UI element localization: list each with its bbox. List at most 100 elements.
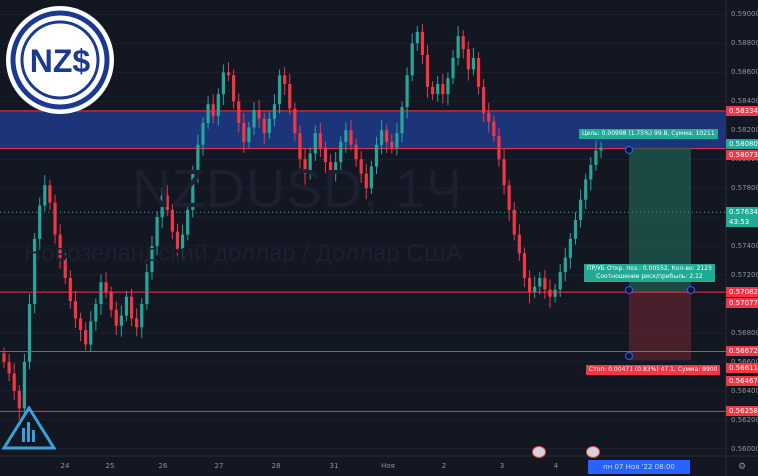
candle-body xyxy=(400,107,404,134)
candle-body xyxy=(232,75,236,102)
candle-body xyxy=(553,289,557,297)
candle-body xyxy=(99,282,103,304)
time-axis-label: Ноя xyxy=(381,462,395,470)
candle-body xyxy=(84,330,88,345)
target-info-box: Цель: 0.00998 (1.75%) 99.8, Сумма: 10211 xyxy=(579,129,718,139)
candle-body xyxy=(339,141,343,163)
position-info-line1: ПР/УБ Откр. поз.: 0.00552, Кол-во: 2123 xyxy=(587,265,712,272)
candle-body xyxy=(129,296,134,319)
candle-body xyxy=(252,110,256,128)
time-axis-label: 3 xyxy=(499,462,505,470)
price-tag: 43:53 xyxy=(726,217,758,228)
candle-body xyxy=(502,159,506,186)
price-tag: 0.58080 xyxy=(726,138,758,149)
candle-body xyxy=(405,75,409,108)
entry-handle-right[interactable] xyxy=(687,286,695,294)
target-handle[interactable] xyxy=(625,146,633,154)
candle-body xyxy=(308,153,312,174)
candle-body xyxy=(461,36,465,50)
gear-icon[interactable]: ⚙ xyxy=(738,462,747,472)
price-tag: 0.58334 xyxy=(726,105,758,116)
candle-body xyxy=(589,165,593,180)
candle-body xyxy=(262,118,266,134)
candle-body xyxy=(415,31,419,44)
candle-body xyxy=(283,75,287,84)
event-flag-icon[interactable] xyxy=(532,446,546,458)
price-axis-label: 0.56400 xyxy=(731,386,758,395)
price-tag: 0.57634 xyxy=(726,207,758,218)
candle-body xyxy=(436,83,440,95)
price-tag: 0.57082 xyxy=(726,287,758,298)
candle-body xyxy=(492,121,496,137)
entry-handle-left[interactable] xyxy=(625,286,633,294)
candle-body xyxy=(109,292,113,310)
candle-body xyxy=(584,179,588,200)
price-tag: 0.56467 xyxy=(726,376,758,387)
candle-body xyxy=(27,304,32,362)
candle-body xyxy=(114,309,118,326)
candle-body xyxy=(451,57,455,79)
candle-body xyxy=(482,86,486,113)
candle-body xyxy=(487,112,491,122)
position-info-box: ПР/УБ Откр. поз.: 0.00552, Кол-во: 2123 … xyxy=(584,264,715,282)
time-axis-label: 25 xyxy=(105,462,115,470)
candle-body xyxy=(196,144,200,174)
loss-area xyxy=(629,292,691,361)
candle-body xyxy=(22,361,27,409)
candle-body xyxy=(94,304,98,322)
stop-handle[interactable] xyxy=(625,352,633,360)
candle-body xyxy=(328,162,333,174)
candle-body xyxy=(599,147,603,151)
candle-body xyxy=(221,72,226,95)
candle-body xyxy=(374,144,379,167)
candle-body xyxy=(507,185,511,210)
candle-body xyxy=(237,101,241,124)
candle-body xyxy=(293,108,297,134)
candle-body xyxy=(517,234,521,254)
pair-description-watermark: Новозеландский доллар / Доллар США xyxy=(24,240,462,267)
candle-body xyxy=(145,272,149,304)
logo-text: NZ$ xyxy=(30,43,91,79)
crosshair-date-badge: пн 07 Ноя '22 08:00 xyxy=(588,460,690,474)
candle-body xyxy=(431,86,435,95)
candle-body xyxy=(533,286,537,293)
nzd-logo: NZ$ xyxy=(6,6,114,114)
candle-body xyxy=(277,75,282,105)
candle-body xyxy=(359,159,363,174)
candle-body xyxy=(165,195,169,210)
candle-body xyxy=(211,104,215,116)
support-resistance-zones xyxy=(0,110,726,361)
candle-body xyxy=(73,301,78,319)
candle-body xyxy=(568,238,572,258)
price-tag: 0.58073 xyxy=(726,149,758,160)
candle-body xyxy=(201,123,205,145)
candle-body xyxy=(124,296,129,316)
price-axis-label: 0.58400 xyxy=(731,97,758,106)
candle-body xyxy=(17,390,21,409)
time-axis-label: 27 xyxy=(214,462,224,470)
candle-body xyxy=(522,253,527,278)
candle-body xyxy=(135,318,139,328)
candle-body xyxy=(425,55,430,87)
candle-body xyxy=(175,231,180,249)
candle-body xyxy=(2,353,6,362)
candle-body xyxy=(323,147,328,163)
candles-series xyxy=(2,23,603,420)
candle-body xyxy=(558,272,562,290)
candle-body xyxy=(441,83,445,95)
candle-body xyxy=(334,162,338,174)
position-info-line2: Соотношение риск/прибыль: 2.12 xyxy=(596,273,703,280)
candle-body xyxy=(385,130,389,142)
candle-body xyxy=(63,257,67,278)
candle-body xyxy=(379,130,384,145)
candle-body xyxy=(206,104,210,124)
candle-body xyxy=(594,150,598,166)
candle-body xyxy=(150,246,154,273)
candle-body xyxy=(395,133,399,148)
candle-body xyxy=(104,282,108,293)
candle-body xyxy=(247,127,251,142)
candle-body xyxy=(543,277,547,290)
candle-body xyxy=(456,36,460,58)
event-flag-icon[interactable] xyxy=(586,446,600,458)
candle-body xyxy=(226,72,231,76)
